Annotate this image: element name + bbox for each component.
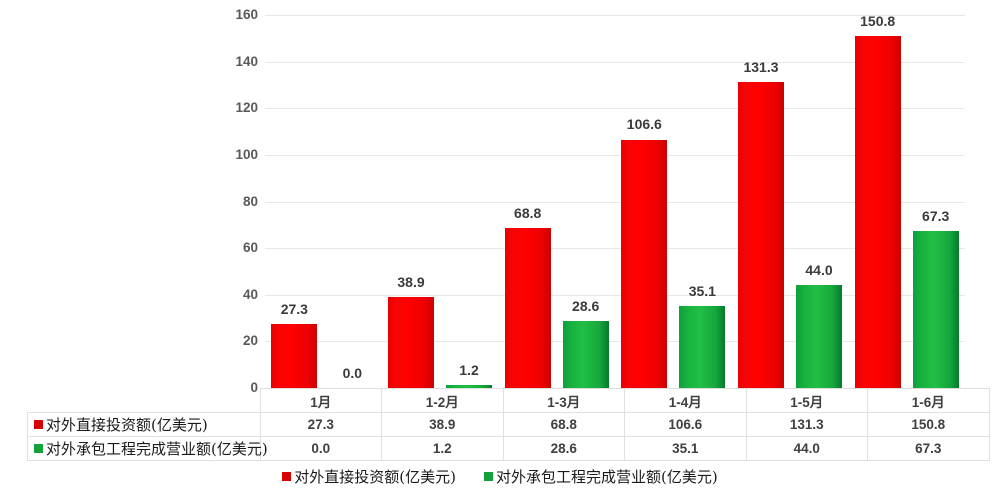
gridline-40	[265, 294, 965, 296]
gridline-80	[265, 201, 965, 203]
table-category-header: 1月	[259, 388, 382, 413]
table-value-cell: 67.3	[867, 436, 990, 461]
gridline-100	[265, 154, 965, 156]
plot-area: 27.3 0.0 38.9 1.2 68.8 28.6 106.6 35.1 131.3 44.0…	[265, 13, 965, 389]
table-series-label-text: 对外承包工程完成营业额(亿美元)	[46, 440, 268, 458]
table-value-cell: 68.8	[502, 412, 625, 437]
table-row: 对外直接投资额(亿美元) 27.3 38.9 68.8 106.6 131.3 150.8	[27, 412, 990, 437]
gridline-140	[265, 61, 965, 63]
bar-value-label: 35.1	[688, 283, 716, 300]
table-series-label-text: 对外直接投资额(亿美元)	[46, 416, 208, 434]
bar-value-label: 27.3	[280, 301, 308, 318]
bar-value-label: 150.8	[860, 13, 896, 30]
y-axis: 0 20 40 60 80 100 120 140 160	[210, 8, 258, 394]
table-value-cell: 35.1	[624, 436, 747, 461]
data-table: 1月 1-2月 1-3月 1-4月 1-5月 1-6月对外直接投资额(亿美元) 27.3 38…	[27, 388, 990, 461]
table-category-header: 1-6月	[867, 388, 990, 413]
green-square-marker	[484, 472, 493, 481]
bar-green-1-2月	[446, 385, 492, 388]
y-tick-label-20: 20	[242, 333, 258, 349]
y-tick-label-0: 0	[250, 380, 258, 395]
table-category-header: 1-5月	[745, 388, 868, 413]
table-value-cell: 106.6	[624, 412, 747, 437]
bar-value-label: 68.8	[514, 204, 542, 221]
data-table-body: 1月 1-2月 1-3月 1-4月 1-5月 1-6月对外直接投资额(亿美元) 27.3 38…	[27, 388, 990, 461]
green-square-marker	[34, 444, 43, 453]
table-series-label: 对外承包工程完成营业额(亿美元)	[27, 436, 268, 461]
bar-green-1-3月	[562, 321, 609, 388]
bar-green-1-4月	[679, 306, 726, 388]
table-category-header: 1-4月	[624, 388, 747, 413]
bar-red-1-4月	[621, 139, 668, 388]
bar-red-1-6月	[854, 36, 901, 388]
y-tick-label-60: 60	[242, 240, 258, 256]
bar-value-label: 0.0	[342, 365, 363, 381]
table-value-cell: 0.0	[259, 436, 382, 461]
table-corner-cell	[28, 389, 261, 413]
bar-value-label: 44.0	[805, 262, 833, 279]
table-category-header: 1-2月	[381, 388, 504, 413]
table-value-cell: 150.8	[867, 412, 990, 437]
table-value-cell: 44.0	[745, 436, 868, 461]
legend-item-label: 对外承包工程完成营业额(亿美元)	[496, 468, 718, 486]
red-square-marker	[34, 420, 43, 429]
bar-red-1-2月	[388, 297, 434, 388]
bar-red-1月	[271, 324, 318, 388]
y-tick-label-120: 120	[235, 100, 258, 116]
bar-red-1-3月	[504, 227, 551, 388]
y-tick-label-160: 160	[235, 7, 258, 22]
bar-red-1-5月	[738, 81, 784, 388]
gridline-60	[265, 248, 965, 250]
y-tick-label-40: 40	[242, 286, 258, 302]
table-category-header: 1-3月	[502, 388, 625, 413]
table-series-label: 对外直接投资额(亿美元)	[27, 412, 261, 437]
legend-item-label: 对外直接投资额(亿美元)	[294, 468, 456, 486]
bar-value-label: 1.2	[459, 362, 479, 379]
y-tick-label-100: 100	[235, 146, 258, 162]
bar-value-label: 28.6	[572, 298, 600, 315]
bar-green-1-6月	[912, 231, 959, 388]
table-value-cell: 28.6	[502, 436, 625, 461]
gridline-160	[265, 15, 965, 16]
table-value-cell: 27.3	[259, 412, 382, 437]
gridline-20	[265, 341, 965, 343]
legend-item[interactable]: 对外承包工程完成营业额(亿美元)	[484, 466, 718, 487]
chart-legend: 对外直接投资额(亿美元) 对外承包工程完成营业额(亿美元)	[0, 466, 1000, 487]
y-tick-label-140: 140	[235, 53, 258, 69]
table-row: 对外承包工程完成营业额(亿美元) 0.0 1.2 28.6 35.1 44.0 67.3	[27, 436, 990, 461]
legend-item[interactable]: 对外直接投资额(亿美元)	[282, 466, 456, 487]
bar-value-label: 131.3	[743, 58, 779, 75]
table-value-cell: 131.3	[745, 412, 868, 437]
bar-value-label: 38.9	[397, 274, 425, 291]
gridline-120	[265, 108, 965, 110]
bar-value-label: 67.3	[922, 208, 950, 225]
y-tick-label-80: 80	[242, 193, 258, 209]
bar-value-label: 106.6	[626, 116, 662, 133]
red-square-marker	[282, 472, 292, 481]
bar-green-1-5月	[796, 285, 842, 388]
table-value-cell: 38.9	[381, 412, 504, 437]
table-value-cell: 1.2	[381, 436, 504, 461]
table-header-row: 1月 1-2月 1-3月 1-4月 1-5月 1-6月	[28, 388, 990, 413]
